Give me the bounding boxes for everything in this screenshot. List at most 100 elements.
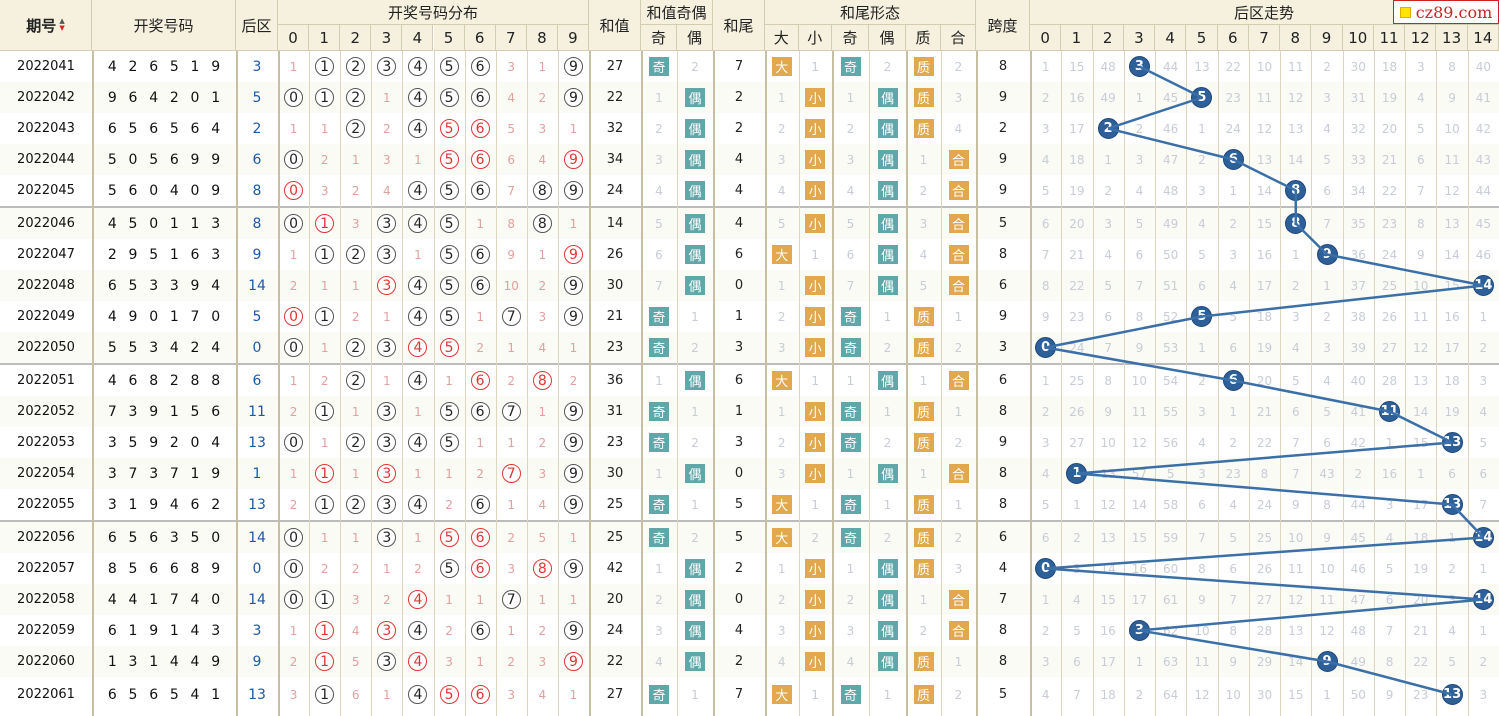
site-watermark[interactable]: cz89.com: [1393, 0, 1499, 24]
number-ball: 2: [346, 495, 366, 514]
trend-col-header: 1: [1061, 25, 1093, 51]
distribution-cell: 1: [351, 530, 360, 545]
trend-cell: 4: [1229, 497, 1238, 512]
draw-digit: 4: [190, 686, 200, 703]
trend-cell: 6: [1448, 466, 1456, 481]
distribution-cell: 2: [414, 561, 422, 576]
trend-cell: 5: [1198, 247, 1206, 262]
trend-cell: 13: [1256, 152, 1273, 167]
trend-cell: 3: [1041, 121, 1050, 136]
trend-cell: 25: [1069, 373, 1085, 388]
distribution-cell: 6: [465, 679, 496, 710]
distribution-cell: 1: [309, 396, 340, 427]
prime-comp: 合: [941, 175, 976, 206]
number-ball: 7: [501, 402, 521, 421]
distribution-cell: 1: [569, 340, 578, 355]
trend-cell: 11: [1194, 654, 1210, 669]
trend-cell: 2: [1073, 530, 1081, 545]
distribution-cell: 5: [434, 144, 465, 175]
prime-comp: 2: [919, 623, 928, 638]
prime-comp-tag: 质: [913, 559, 934, 578]
prime-comp: 2: [954, 59, 963, 74]
sum-oe-tag: 偶: [685, 464, 705, 483]
trend-col-header: 2: [1092, 25, 1124, 51]
draw-digit: 9: [211, 58, 221, 75]
number-ball: 4: [408, 307, 428, 326]
trend-cell: 1: [1385, 435, 1394, 450]
distribution-cell: 0: [278, 332, 309, 363]
draw-digit: 3: [107, 434, 117, 451]
tail-oe-tag: 奇: [840, 433, 861, 452]
sum-oe: 1: [691, 404, 699, 419]
big-small: 3: [777, 152, 786, 167]
distribution-col-header: 5: [433, 25, 465, 51]
trend-cell: 20: [1256, 373, 1273, 388]
prime-comp-tag: 质: [913, 57, 934, 76]
big-small-tag: 小: [805, 150, 826, 169]
back-trend-ball: 9: [1316, 651, 1338, 672]
number-ball: 1: [315, 88, 335, 107]
trend-cell: 9: [1229, 654, 1238, 669]
draw-digit: 6: [107, 686, 117, 703]
trend-cell: 8: [1280, 208, 1311, 239]
sum-oe: 5: [655, 216, 663, 231]
back-trend-ball: 13: [1441, 684, 1463, 705]
draw-digit: 0: [149, 182, 159, 199]
sum-oe-tag: 奇: [649, 307, 669, 326]
number-ball: 6: [470, 57, 490, 76]
column-divider: [278, 0, 280, 716]
distribution-cell: 8: [527, 553, 558, 584]
trend-cell: 40: [1350, 373, 1366, 388]
back-trend-ball: 6: [1222, 149, 1244, 170]
tail-oe: 偶: [869, 175, 906, 206]
sum-oe: 偶: [677, 144, 713, 175]
distribution-cell: 0: [278, 175, 309, 206]
distribution-cell: 2: [383, 121, 391, 136]
prime-comp: 质: [906, 553, 941, 584]
big-small-tag: 小: [805, 652, 826, 671]
draw-digit: 3: [107, 465, 117, 482]
distribution-cell: 3: [371, 489, 402, 520]
trend-cell: 6: [1218, 365, 1249, 396]
trend-cell: 35: [1350, 216, 1366, 231]
draw-digit: 9: [190, 151, 200, 168]
distribution-cell: 0: [278, 208, 309, 239]
sort-icon[interactable]: ▲ ▼: [59, 18, 64, 32]
distribution-cell: 2: [507, 530, 516, 545]
number-ball: 5: [439, 245, 459, 264]
distribution-cell: 1: [569, 216, 578, 231]
distribution-cell: 0: [278, 144, 309, 175]
distribution-cell: 4: [402, 208, 433, 239]
distribution-cell: 9: [558, 427, 589, 458]
trend-cell: 15: [1100, 592, 1116, 607]
number-ball: 1: [315, 57, 335, 76]
distribution-cell: 8: [507, 216, 516, 231]
tail-oe: 奇: [832, 332, 869, 363]
sum-tail-value: 4: [734, 216, 744, 231]
trend-cell: 13: [1436, 489, 1467, 520]
trend-cell: 1: [1104, 152, 1112, 167]
distribution-cell: 4: [402, 489, 433, 520]
column-divider: [1405, 0, 1407, 716]
period-header[interactable]: 期号 ▲ ▼: [0, 0, 92, 51]
big-small-tag: 小: [805, 338, 826, 357]
trend-cell: 4: [1385, 530, 1394, 545]
tail-oe-tag: 奇: [840, 338, 861, 357]
distribution-cell: 1: [383, 309, 391, 324]
trend-cell: 14: [1131, 497, 1148, 512]
repeat-number-ball: 5: [439, 685, 459, 704]
trend-cell: 14: [1468, 522, 1499, 553]
tail-oe: 2: [883, 435, 892, 450]
trend-cell: 49: [1100, 90, 1116, 105]
trend-cell: 14: [1100, 561, 1116, 576]
draw-digit: 4: [211, 277, 221, 294]
distribution-cell: 3: [371, 458, 402, 489]
draw-digit: 5: [149, 151, 159, 168]
back-trend-ball: 14: [1472, 589, 1494, 610]
draw-digit: 6: [149, 686, 159, 703]
trend-cell: 48: [1350, 623, 1366, 638]
sum-oe: 偶: [677, 365, 713, 396]
sum-oe: 奇: [641, 332, 677, 363]
number-ball: 0: [284, 590, 304, 609]
tail-oe: 偶: [869, 113, 906, 144]
